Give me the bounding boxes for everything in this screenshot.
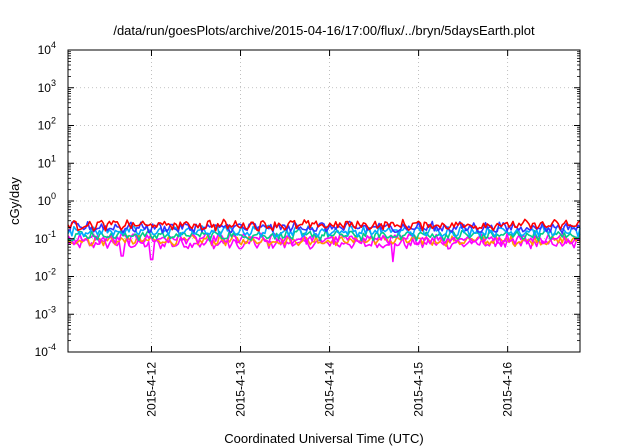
series-group [67, 218, 581, 263]
x-tick-label: 2015-4-15 [412, 362, 426, 417]
ticks: 10-410-310-210-11001011021031042015-4-12… [35, 40, 580, 417]
y-axis-label: cGy/day [7, 177, 22, 225]
grid [68, 50, 580, 352]
x-axis-label: Coordinated Universal Time (UTC) [224, 431, 423, 446]
series-line [67, 224, 581, 238]
x-tick-label: 2015-4-16 [501, 362, 515, 417]
x-tick-label: 2015-4-13 [234, 362, 248, 417]
chart-title: /data/run/goesPlots/archive/2015-04-16/1… [113, 23, 535, 38]
x-tick-label: 2015-4-14 [323, 362, 337, 417]
series-line [67, 232, 581, 246]
x-tick-label: 2015-4-12 [144, 362, 158, 417]
series-line [67, 218, 581, 232]
